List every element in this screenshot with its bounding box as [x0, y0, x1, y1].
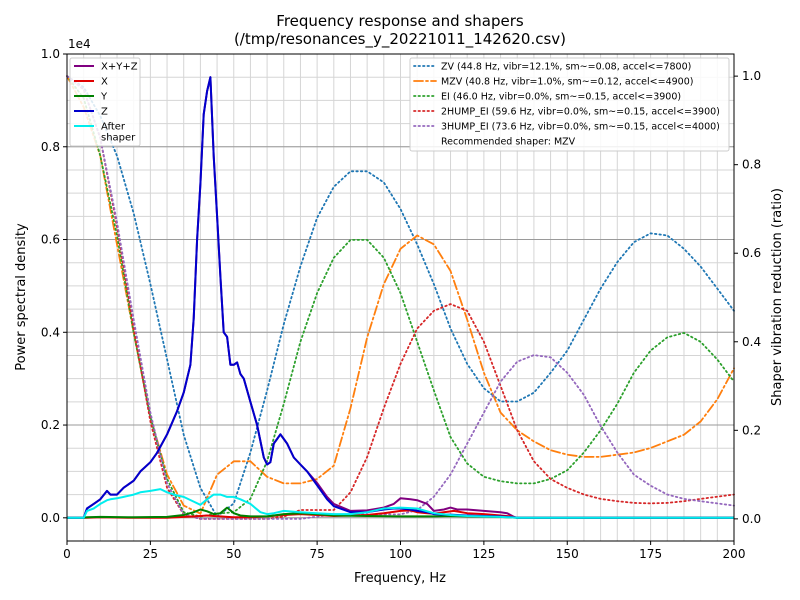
shaper-series-line-1	[66, 75, 735, 515]
y-tick-label-left: 0.4	[41, 325, 60, 339]
legend-left-entry: Z	[101, 107, 108, 118]
x-tick-label: 125	[472, 547, 495, 561]
legend-right-entry: MZV (40.8 Hz, vibr=1.0%, sm~=0.12, accel…	[441, 77, 693, 88]
legend-left-entry: shaper	[101, 133, 136, 144]
y-tick-label-right: 0.4	[742, 335, 761, 349]
plot-series	[66, 75, 735, 520]
legend-left-entry: X	[101, 77, 108, 88]
grid	[66, 53, 735, 542]
axis-ticks: 0 25 50 75 100 125 150 175 200 0.0 0.2 0.4 0.6 0.8 1.0…	[41, 47, 761, 561]
psd-series-line-4	[67, 488, 734, 519]
y-tick-label-left: 1.0	[41, 47, 60, 61]
legend-right-entry: ZV (44.8 Hz, vibr=12.1%, sm~=0.08, accel…	[441, 62, 691, 73]
legend-right-box	[409, 57, 730, 152]
chart-title-line-2: (/tmp/resonances_y_20221011_142620.csv)	[234, 30, 566, 49]
legend-right: ZV (44.8 Hz, vibr=12.1%, sm~=0.08, accel…	[409, 57, 730, 152]
x-tick-label: 75	[309, 547, 324, 561]
shaper-series-line-3	[66, 75, 735, 520]
y-tick-label-right: 0.6	[742, 246, 761, 260]
y-tick-label-left: 0.8	[41, 140, 60, 154]
y-tick-label-right: 0.0	[742, 512, 761, 526]
y-tick-label-left: 0.2	[41, 418, 60, 432]
legend-left-entry: After	[101, 122, 126, 133]
legend-right-entry: 2HUMP_EI (59.6 Hz, vibr=0.0%, sm~=0.15, …	[441, 107, 720, 118]
y-axis-label-left: Power spectral density	[14, 223, 29, 371]
y-tick-label-right: 1.0	[742, 69, 761, 83]
legend-left-entry: X+Y+Z	[101, 62, 138, 73]
y-axis-label-right: Shaper vibration reduction (ratio)	[770, 188, 785, 406]
x-tick-label: 50	[226, 547, 241, 561]
legend-right-entry: Recommended shaper: MZV	[441, 137, 576, 148]
x-axis-label: Frequency, Hz	[354, 571, 446, 586]
legend-right-entry: 3HUMP_EI (73.6 Hz, vibr=0.0%, sm~=0.15, …	[441, 122, 720, 133]
x-tick-label: 0	[63, 547, 71, 561]
psd-series-line-2	[67, 506, 734, 519]
shaper-series-line-2	[66, 75, 735, 518]
legend-left-entry: Y	[100, 92, 108, 103]
legend-right-entry: EI (46.0 Hz, vibr=0.0%, sm~=0.15, accel<…	[441, 92, 681, 103]
x-tick-label: 100	[389, 547, 412, 561]
x-tick-label: 150	[556, 547, 579, 561]
x-tick-label: 200	[723, 547, 746, 561]
scale-offset-label: 1e4	[68, 37, 91, 51]
x-tick-label: 175	[639, 547, 662, 561]
y-tick-label-left: 0.6	[41, 233, 60, 247]
shaper-series-line-4	[66, 75, 735, 520]
chart-title-line-1: Frequency response and shapers	[276, 12, 524, 30]
y-tick-label-right: 0.2	[742, 423, 761, 437]
y-tick-label-left: 0.0	[41, 511, 60, 525]
x-tick-label: 25	[143, 547, 158, 561]
y-tick-label-right: 0.8	[742, 158, 761, 172]
